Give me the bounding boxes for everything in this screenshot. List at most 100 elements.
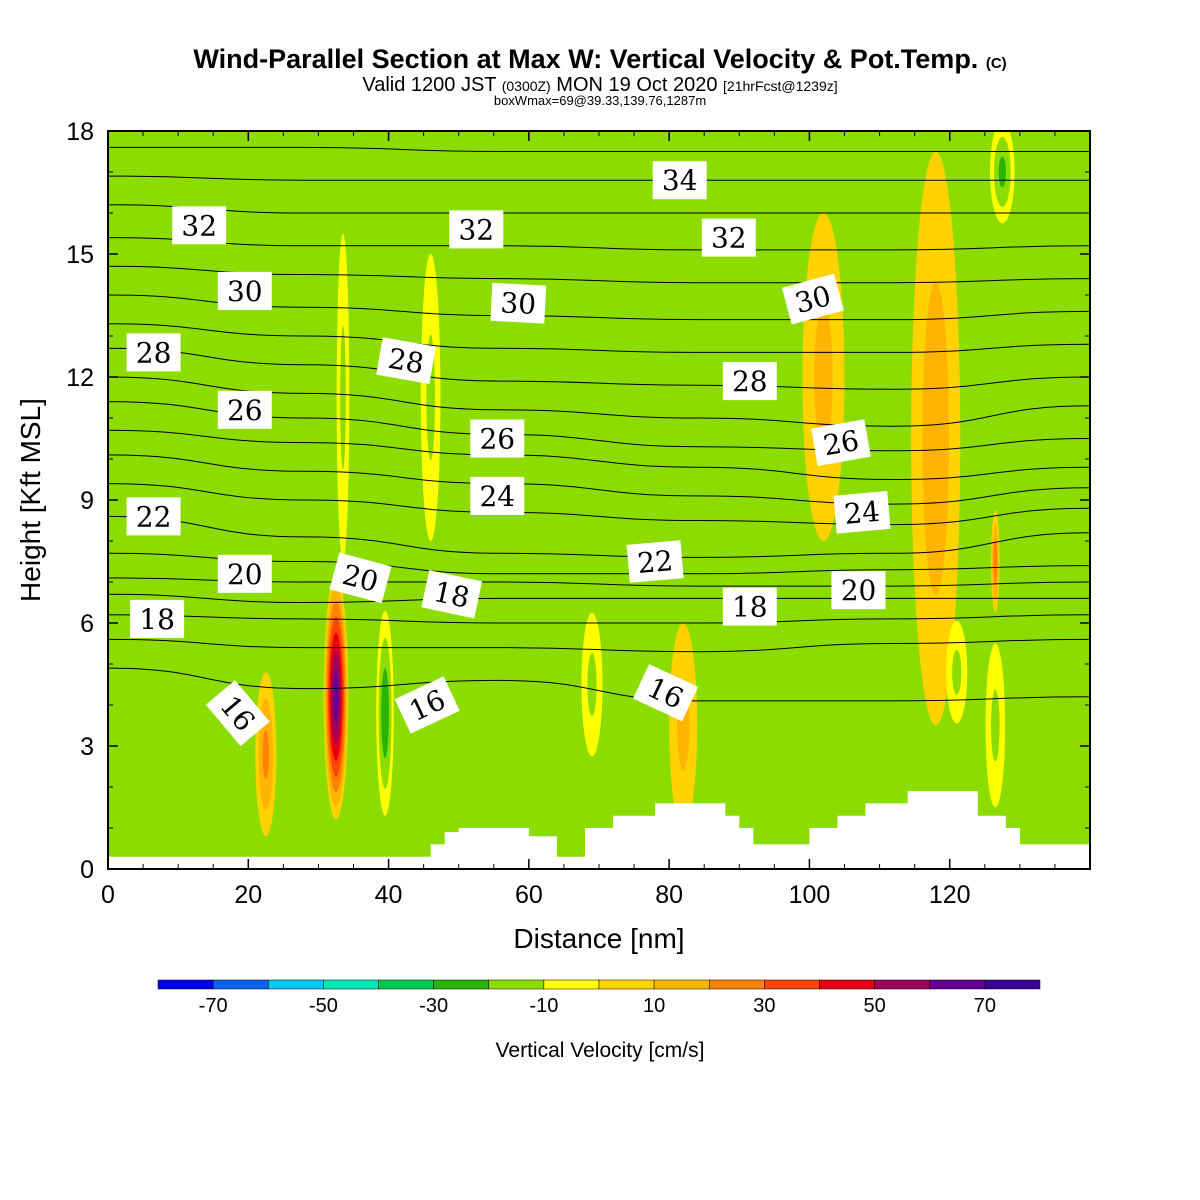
- box-wmax-info: boxWmax=69@39.33,139.76,1287m: [493, 93, 707, 108]
- colorbar-tick-label: 30: [753, 995, 775, 1017]
- velocity-feature: [802, 213, 845, 541]
- isentrope-line: [108, 454, 1090, 505]
- isentrope-line: [108, 552, 1090, 575]
- contour-label: 20: [329, 552, 392, 604]
- isentrope-line: [108, 638, 1090, 653]
- colorbar-tick-label: 70: [974, 995, 996, 1017]
- colorbar-swatch: [984, 979, 1041, 990]
- isentrope-line: [108, 483, 1090, 526]
- isentrope-line: [108, 347, 1090, 390]
- colorbar-swatch: [874, 979, 930, 990]
- contour-label-box: [626, 540, 684, 583]
- isentrope-line: [108, 515, 1090, 558]
- isentrope-line: [108, 614, 1090, 624]
- contour-label: 28: [376, 337, 436, 384]
- contour-label: 32: [701, 218, 756, 257]
- contour-label-text: 26: [479, 423, 515, 456]
- y-tick-label: 3: [80, 733, 94, 761]
- velocity-feature: [985, 643, 1006, 808]
- contour-label-text: 18: [431, 575, 473, 615]
- colorbar-title: Vertical Velocity [cm/s]: [496, 1039, 705, 1062]
- velocity-feature: [990, 131, 1015, 224]
- colorbar-swatch: [653, 979, 710, 990]
- velocity-band: [814, 305, 833, 449]
- contour-label-box: [831, 571, 886, 610]
- velocity-feature: [323, 573, 349, 820]
- colorbar-swatch: [433, 979, 489, 990]
- colorbar-swatch: [488, 979, 545, 990]
- isentrope-line: [108, 401, 1090, 452]
- axes: 0 20 40 60 80 100 120 0 3 6 9 12 15 18: [66, 118, 1090, 909]
- x-tick-label: 0: [101, 881, 115, 909]
- velocity-band: [998, 156, 1006, 188]
- contour-label-box: [394, 676, 460, 734]
- contour-label-text: 22: [136, 500, 172, 533]
- contour-label-text: 32: [711, 222, 747, 255]
- contour-label-box: [470, 419, 525, 458]
- contour-label-box: [172, 206, 227, 245]
- isentrope-line: [108, 146, 1090, 153]
- contour-label-box: [781, 273, 844, 325]
- contour-label: 32: [172, 206, 227, 245]
- colorbar-swatch: [268, 979, 324, 990]
- contour-label-box: [126, 497, 181, 536]
- contour-label-text: 20: [227, 558, 263, 591]
- colorbar: -70 -50 -30 -10 10 30 50 70: [157, 979, 1041, 1017]
- velocity-feature: [255, 672, 277, 837]
- contour-label-box: [421, 570, 483, 619]
- contour-label-box: [490, 282, 547, 324]
- isentrope-line: [108, 237, 1090, 251]
- contour-label-box: [217, 554, 272, 593]
- colorbar-swatch: [819, 979, 875, 990]
- colorbar-tick-label: -30: [419, 995, 448, 1017]
- velocity-feature: [911, 151, 961, 726]
- isentrope-line: [108, 593, 1090, 604]
- contour-label-box: [126, 333, 181, 372]
- contour-label: 32: [449, 210, 504, 249]
- contour-label-text: 32: [181, 209, 217, 242]
- velocity-field: [255, 131, 1015, 837]
- contour-label-text: 18: [139, 603, 175, 636]
- contour-label-box: [329, 552, 392, 604]
- x-tick-label: 80: [655, 881, 683, 909]
- terrain: [108, 791, 1090, 869]
- y-tick-label: 9: [80, 487, 94, 515]
- contour-label-text: 28: [732, 365, 768, 398]
- isentrope-line: [108, 204, 1090, 214]
- contour-label: 20: [217, 554, 272, 593]
- contour-label-text: 34: [662, 164, 698, 197]
- colorbar-swatch: [709, 979, 765, 990]
- contour-label: 22: [126, 497, 181, 536]
- colorbar-swatch: [764, 979, 820, 990]
- velocity-feature: [376, 610, 394, 816]
- velocity-feature: [336, 233, 350, 562]
- contour-label: 22: [626, 540, 684, 583]
- contour-label: 30: [217, 271, 272, 310]
- contour-label: 26: [217, 390, 272, 429]
- chart-title: Wind-Parallel Section at Max W: Vertical…: [0, 44, 1200, 75]
- isentrope-line: [108, 265, 1090, 284]
- contour-label: 24: [833, 491, 891, 534]
- contour-label-text: 26: [227, 394, 263, 427]
- velocity-band: [990, 689, 1000, 762]
- velocity-band: [340, 325, 346, 470]
- velocity-feature: [420, 254, 441, 541]
- contour-label: 24: [470, 476, 525, 515]
- contour-label: 30: [781, 273, 844, 325]
- contour-label-box: [722, 587, 777, 626]
- contour-label: 18: [130, 599, 185, 638]
- terrain-profile: [108, 791, 1090, 869]
- contour-label-text: 20: [841, 574, 877, 607]
- contour-label-box: [701, 218, 756, 257]
- colorbar-swatch: [323, 979, 379, 990]
- chart-subtitle: Valid 1200 JST (0300Z) MON 19 Oct 2020 […: [0, 74, 1200, 97]
- contour-label-text: 24: [479, 480, 515, 513]
- contour-label-box: [833, 491, 891, 534]
- contour-label-text: 22: [636, 544, 674, 580]
- valid-utc: (0300Z): [501, 78, 551, 94]
- contour-label: 34: [652, 161, 707, 200]
- contour-label: 20: [831, 571, 886, 610]
- y-tick-label: 18: [66, 118, 94, 146]
